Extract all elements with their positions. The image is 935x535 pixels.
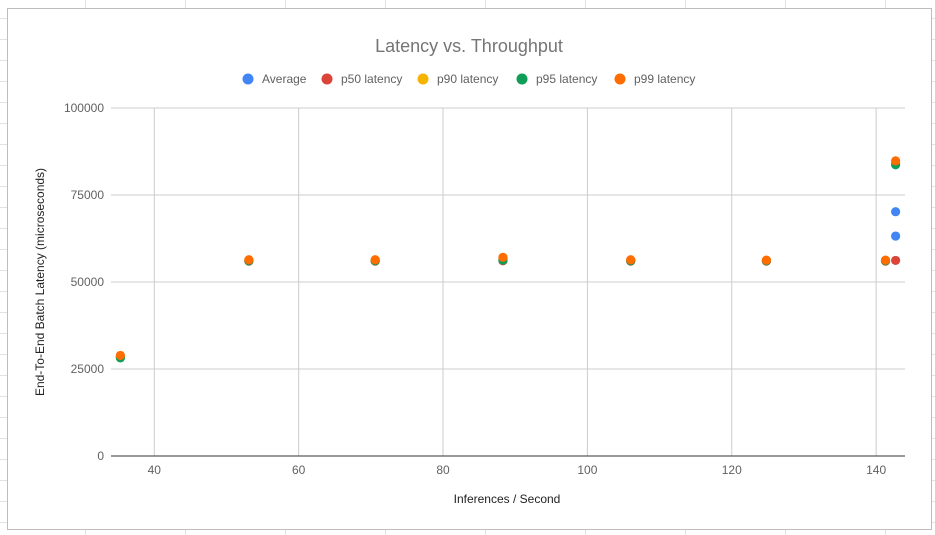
legend-label: p50 latency: [341, 72, 402, 86]
x-axis-title: Inferences / Second: [454, 492, 561, 506]
data-point[interactable]: [891, 231, 901, 241]
data-point[interactable]: [880, 255, 891, 265]
legend-label: p95 latency: [536, 72, 597, 86]
y-tick-label: 75000: [71, 188, 105, 202]
x-tick-label: 80: [436, 463, 450, 477]
tick-labels: 0 25000 50000 75000 100000 40 60 80 100 120 140: [64, 101, 887, 477]
data-point[interactable]: [244, 255, 254, 265]
data-point[interactable]: [891, 156, 901, 166]
y-tick-label: 0: [97, 449, 104, 463]
legend: Average p50 latency p90 latency p95 latency…: [242, 72, 696, 86]
x-tick-label: 100: [577, 463, 597, 477]
legend-marker: [242, 73, 254, 85]
legend-marker: [614, 73, 626, 85]
legend-item[interactable]: p90 latency: [417, 72, 499, 86]
data-point[interactable]: [761, 255, 772, 265]
y-tick-label: 25000: [71, 362, 105, 376]
y-axis-title: End-To-End Batch Latency (microseconds): [33, 168, 47, 396]
legend-marker: [417, 73, 429, 85]
data-point[interactable]: [626, 255, 636, 265]
legend-item[interactable]: p99 latency: [614, 72, 696, 86]
legend-label: p99 latency: [634, 72, 695, 86]
data-point[interactable]: [370, 255, 380, 265]
gridlines: [111, 107, 905, 457]
series-p50-latency: [115, 255, 901, 362]
data-point[interactable]: [498, 252, 508, 262]
series-average: [115, 207, 901, 362]
legend-label: Average: [262, 72, 307, 86]
data-point[interactable]: [115, 350, 125, 361]
data-points: [115, 156, 901, 363]
series-p90-latency: [115, 158, 901, 361]
x-tick-label: 120: [722, 463, 742, 477]
series-p99-latency: [115, 156, 901, 361]
legend-marker: [516, 73, 528, 85]
chart-title: Latency vs. Throughput: [375, 36, 563, 56]
y-tick-label: 100000: [64, 101, 104, 115]
x-tick-label: 40: [148, 463, 162, 477]
series-p95-latency: [115, 160, 901, 363]
x-tick-label: 60: [292, 463, 306, 477]
data-point[interactable]: [891, 255, 901, 266]
y-tick-label: 50000: [71, 275, 105, 289]
chart-frame[interactable]: [7, 8, 932, 530]
data-point[interactable]: [891, 207, 901, 217]
legend-marker: [321, 73, 333, 85]
x-tick-label: 140: [866, 463, 886, 477]
legend-item[interactable]: Average: [242, 72, 307, 86]
legend-label: p90 latency: [437, 72, 498, 86]
legend-item[interactable]: p95 latency: [516, 72, 598, 86]
legend-item[interactable]: p50 latency: [321, 72, 403, 86]
